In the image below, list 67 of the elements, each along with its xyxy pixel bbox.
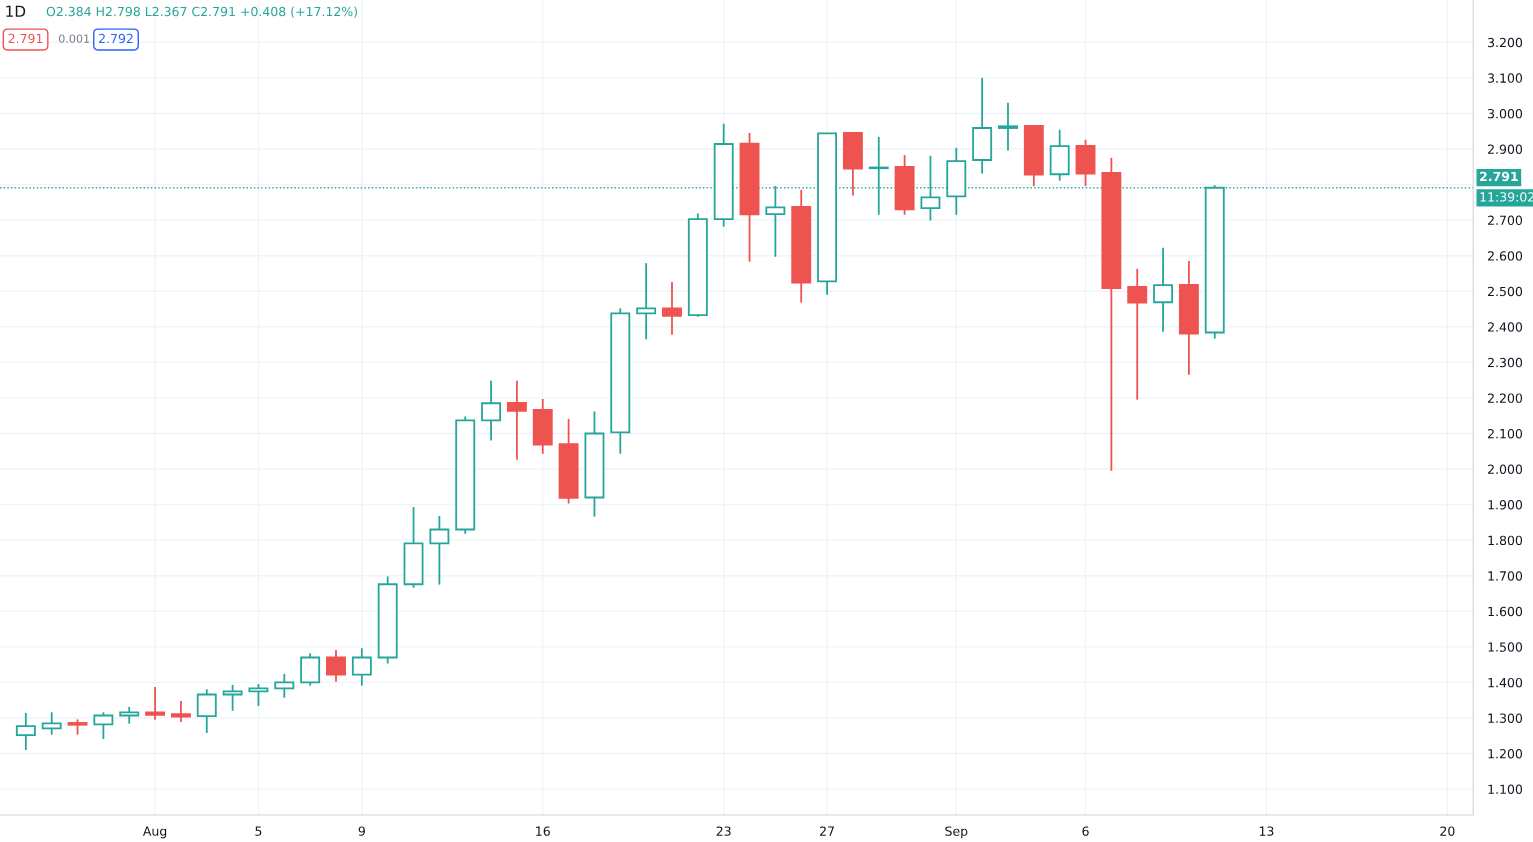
candlestick <box>481 379 502 442</box>
y-tick-label: 1.100 <box>1488 784 1523 795</box>
y-tick-label: 3.200 <box>1488 37 1523 48</box>
x-tick-label: 23 <box>716 826 731 836</box>
candlestick <box>1153 246 1174 333</box>
y-tick-label: 3.100 <box>1488 73 1523 83</box>
candlestick <box>506 379 527 461</box>
chart-title: 1D <box>6 5 26 17</box>
x-tick-label: 20 <box>1440 826 1455 836</box>
candlestick <box>1101 156 1122 472</box>
x-tick-label: 27 <box>820 826 834 836</box>
y-tick-label: 2.900 <box>1488 144 1523 154</box>
annotation: O2.384 H2.798 L2.367 C2.791 +0.408 (+17.12%) <box>46 6 357 18</box>
y-tick-label: 1.500 <box>1488 642 1523 652</box>
y-tick-label: 1.700 <box>1488 571 1523 581</box>
candlestick <box>1178 260 1199 376</box>
y-tick-label: 2.100 <box>1488 428 1523 439</box>
candlestick <box>1049 128 1070 182</box>
candlestick <box>326 649 346 683</box>
x-tick-label: 13 <box>1259 826 1274 836</box>
y-tick-label: 3.000 <box>1488 108 1523 119</box>
candlestick <box>1127 267 1148 401</box>
candlestick <box>713 122 734 228</box>
text: 11:39:02 <box>1480 192 1533 202</box>
y-tick-label: 1.200 <box>1488 749 1523 759</box>
candlestick <box>274 672 295 699</box>
candlestick <box>636 262 657 341</box>
candlestick <box>93 711 114 740</box>
x-tick-label: 6 <box>1082 826 1089 836</box>
ref-line-label: 2.791 <box>1480 171 1518 182</box>
x-tick-label: Sep <box>945 826 968 839</box>
annotation: 2.792 <box>99 33 133 44</box>
candlestick <box>351 647 372 687</box>
y-tick-label: 1.400 <box>1488 677 1523 688</box>
candlestick <box>972 76 993 175</box>
y-tick-label: 2.600 <box>1488 251 1523 261</box>
annotation: 2.791 <box>8 33 43 44</box>
candlestick <box>558 418 579 505</box>
y-tick-label: 2.300 <box>1488 357 1523 368</box>
y-tick-label: 2.200 <box>1488 393 1523 403</box>
y-tick-label: 2.500 <box>1488 286 1523 297</box>
x-tick-label: Aug <box>142 826 167 839</box>
y-tick-label: 2.000 <box>1488 464 1523 474</box>
candlestick <box>791 188 812 304</box>
y-tick-label: 1.300 <box>1488 713 1523 723</box>
x-tick-label: 5 <box>255 826 262 836</box>
x-tick-label: 16 <box>536 826 550 836</box>
candlestick <box>196 688 217 734</box>
candlestick <box>377 575 398 665</box>
candlestick <box>300 652 321 687</box>
candlestick <box>15 712 36 751</box>
x-tick-label: 9 <box>358 826 365 836</box>
candlestick <box>41 711 62 736</box>
candlestick <box>946 147 967 216</box>
candlestick <box>532 398 553 455</box>
candlestick <box>429 515 450 586</box>
candlestick <box>584 410 605 518</box>
annotation: 0.001 <box>58 34 90 43</box>
y-tick-label: 1.800 <box>1488 535 1523 546</box>
candlestick <box>894 154 915 216</box>
y-tick-label: 2.400 <box>1488 322 1523 332</box>
candlestick <box>170 700 191 723</box>
candlestick <box>662 281 682 336</box>
candlestick <box>998 101 1018 152</box>
y-tick-label: 1.600 <box>1488 606 1523 617</box>
y-tick-label: 1.900 <box>1488 500 1523 510</box>
y-tick-label: 2.700 <box>1488 215 1523 226</box>
